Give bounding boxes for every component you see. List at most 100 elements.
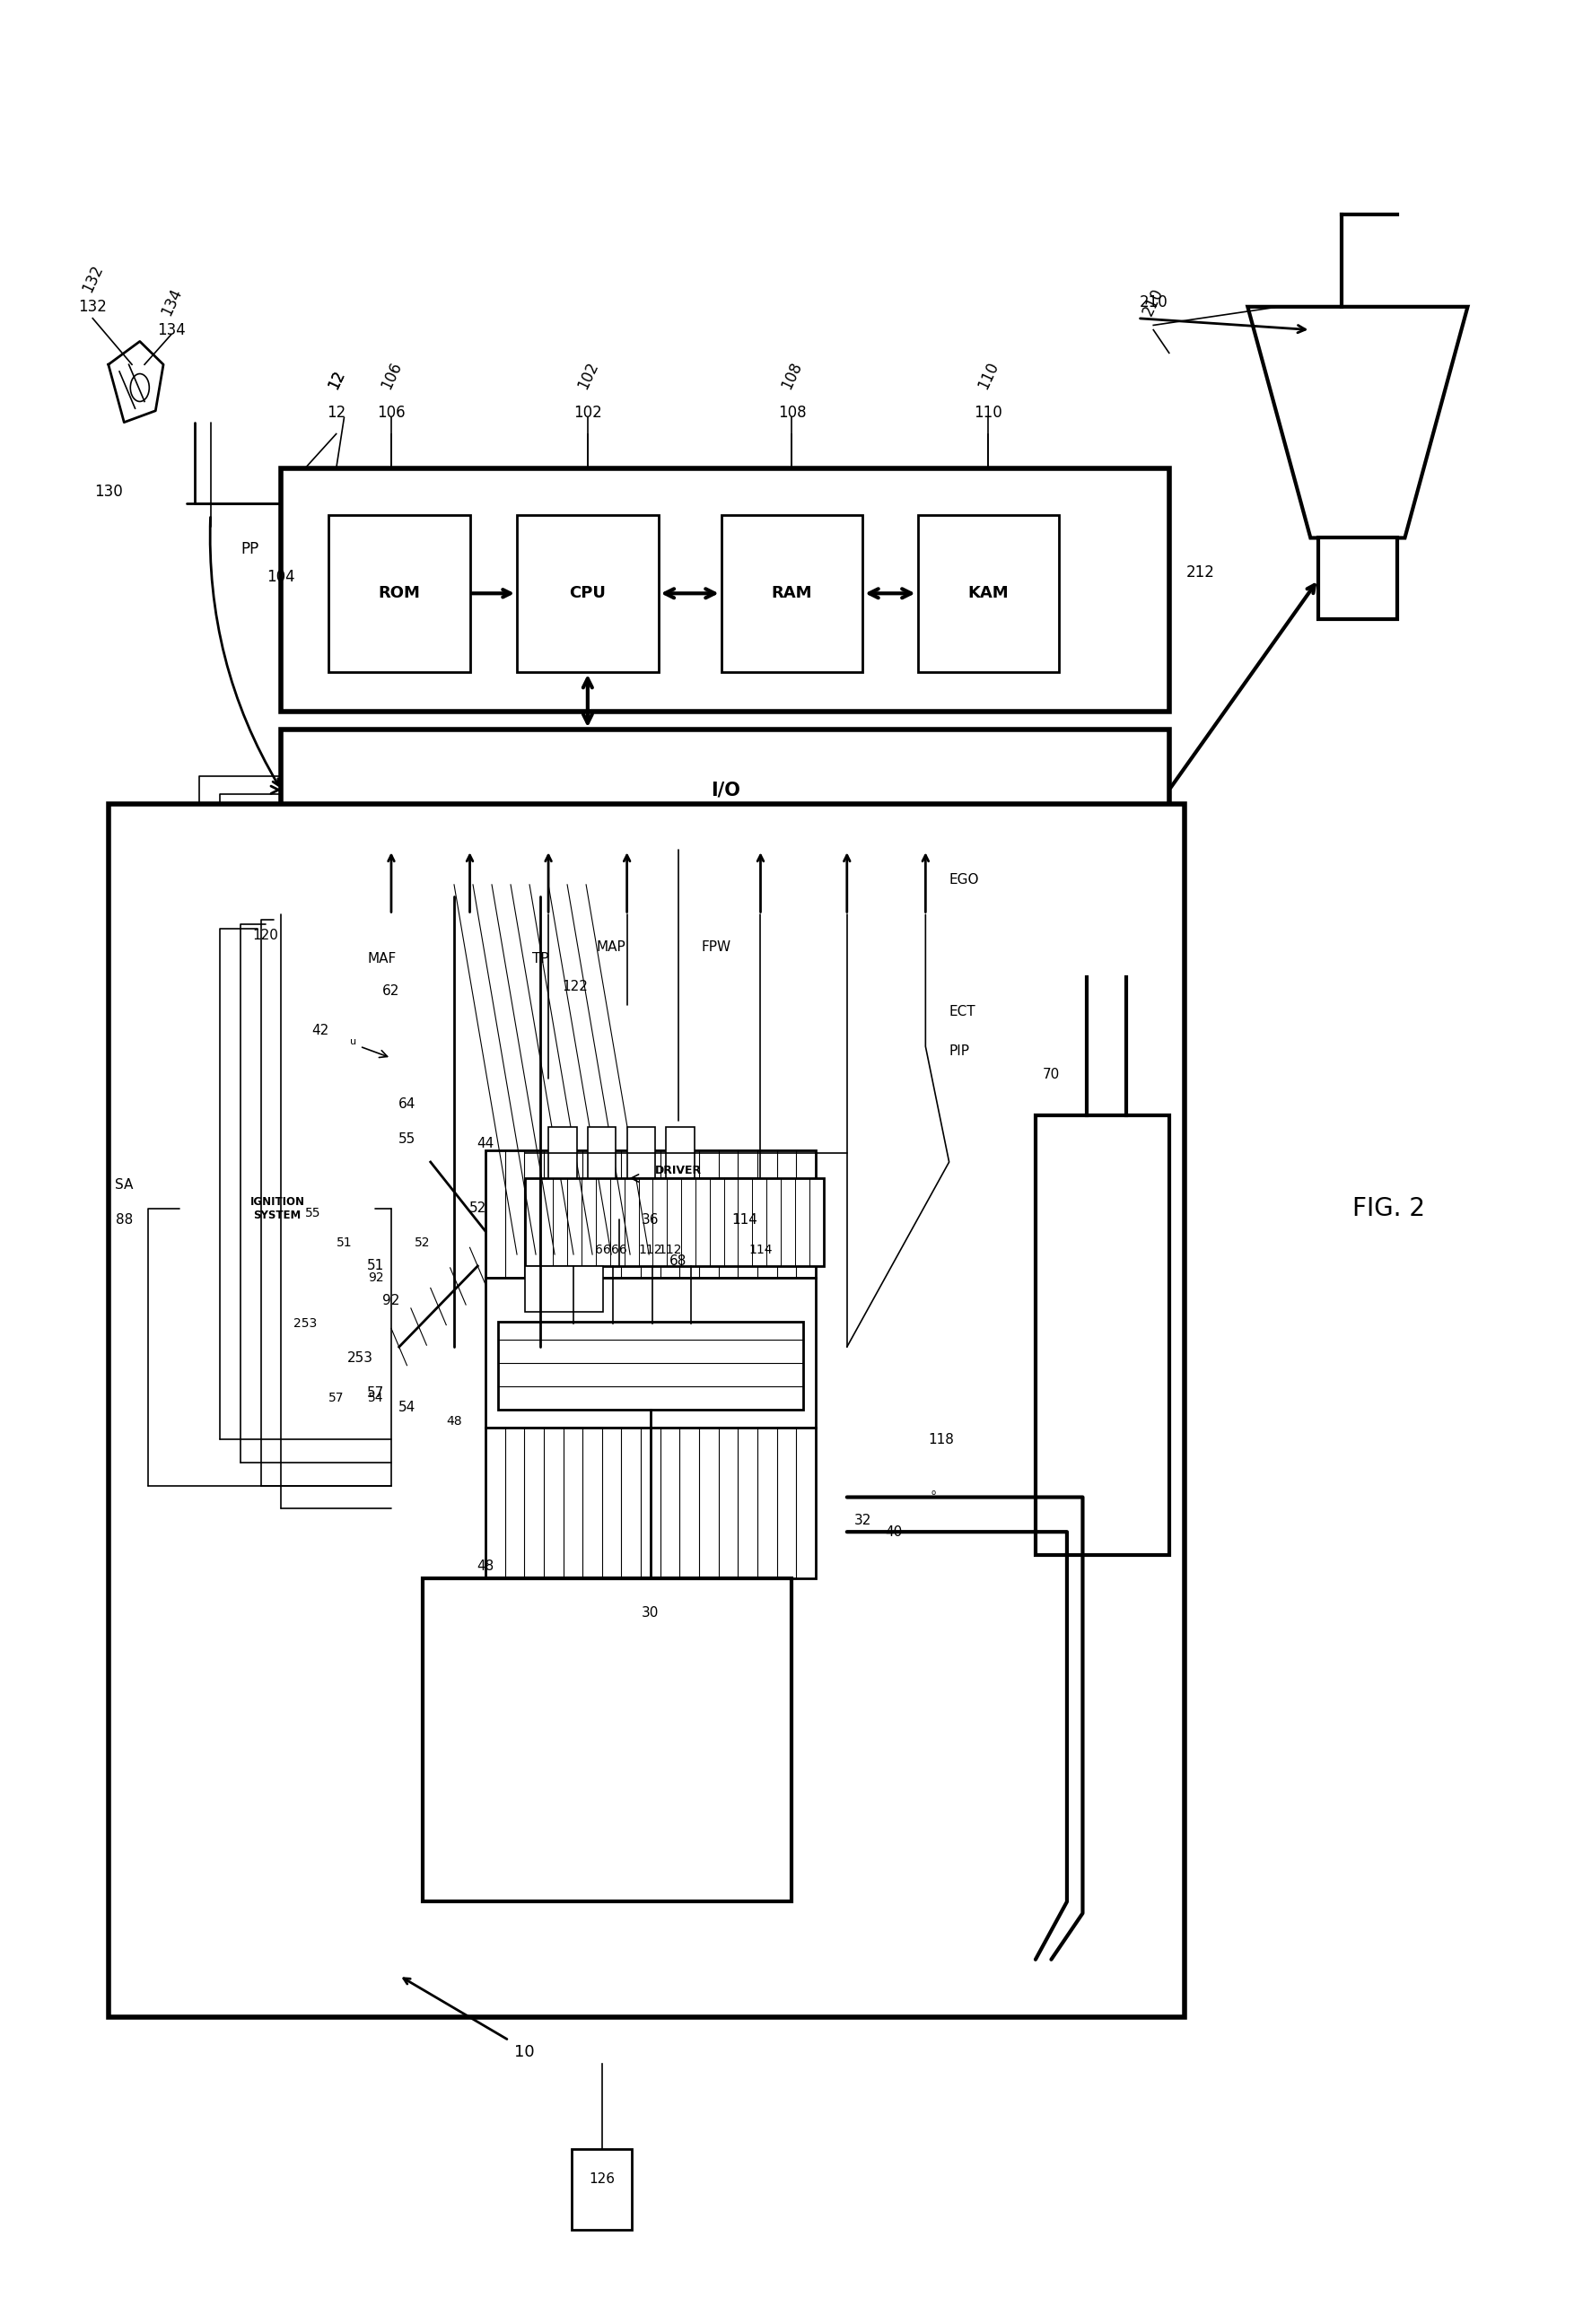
Text: 12: 12 — [325, 367, 347, 393]
Text: 36: 36 — [641, 1213, 659, 1227]
Bar — [336, 1004, 370, 1078]
Bar — [548, 1127, 576, 1178]
Text: 110: 110 — [975, 360, 1000, 393]
Text: 108: 108 — [779, 360, 804, 393]
Text: 253: 253 — [347, 1353, 372, 1364]
Text: 70: 70 — [1042, 1067, 1059, 1081]
Text: 110: 110 — [974, 404, 1002, 421]
Text: MAP: MAP — [597, 941, 625, 953]
Bar — [627, 1127, 655, 1178]
Text: I/O: I/O — [711, 781, 739, 799]
Text: 64: 64 — [397, 1097, 415, 1111]
Text: 12: 12 — [325, 367, 347, 393]
Text: 108: 108 — [777, 404, 806, 421]
Text: 52: 52 — [469, 1202, 486, 1215]
Text: 134: 134 — [158, 286, 185, 318]
Bar — [571, 2150, 632, 2231]
Text: 10: 10 — [514, 2043, 535, 2059]
Text: 92: 92 — [367, 1271, 383, 1283]
Bar — [282, 730, 1168, 851]
Text: 54: 54 — [367, 1392, 383, 1404]
Bar — [516, 516, 659, 672]
Text: 42: 42 — [312, 1023, 329, 1037]
Text: 66: 66 — [611, 1243, 627, 1255]
Text: 132: 132 — [79, 263, 106, 295]
Text: SA: SA — [116, 1178, 133, 1192]
Bar — [108, 804, 1184, 2017]
Text: ECT: ECT — [948, 1004, 975, 1018]
Bar — [1035, 1116, 1168, 1555]
Bar — [328, 516, 470, 672]
Bar — [619, 1120, 736, 1220]
Text: 32: 32 — [853, 1513, 871, 1527]
Text: 118: 118 — [928, 1432, 953, 1446]
Bar — [179, 1150, 375, 1267]
Bar — [917, 516, 1059, 672]
Text: 12: 12 — [326, 404, 345, 421]
Text: ROM: ROM — [378, 586, 419, 602]
Text: 104: 104 — [268, 569, 296, 586]
Text: CPU: CPU — [568, 586, 606, 602]
Text: 126: 126 — [589, 2173, 614, 2187]
Polygon shape — [1247, 307, 1467, 537]
Bar — [1317, 537, 1396, 618]
Text: TP: TP — [532, 953, 549, 964]
Bar — [282, 469, 1168, 711]
Text: 120: 120 — [252, 930, 279, 941]
Text: 132: 132 — [78, 300, 108, 314]
Text: 57: 57 — [328, 1392, 344, 1404]
Text: 122: 122 — [562, 981, 587, 992]
Text: 102: 102 — [575, 360, 600, 393]
Text: 66: 66 — [595, 1243, 611, 1255]
Bar — [454, 909, 540, 1348]
Text: 112: 112 — [659, 1243, 682, 1255]
Text: 114: 114 — [731, 1213, 757, 1227]
Bar — [486, 1427, 815, 1578]
Text: 62: 62 — [383, 985, 399, 997]
Bar — [595, 1004, 630, 1078]
Text: PP: PP — [241, 541, 258, 558]
Text: 112: 112 — [638, 1243, 662, 1255]
Bar — [666, 1127, 693, 1178]
Text: 55: 55 — [397, 1132, 415, 1146]
Text: MAF: MAF — [367, 953, 396, 964]
Text: 134: 134 — [157, 321, 185, 337]
Text: 106: 106 — [378, 360, 404, 393]
Bar — [486, 1150, 815, 1278]
Text: 106: 106 — [377, 404, 405, 421]
Text: 210: 210 — [1140, 286, 1167, 318]
Bar — [486, 1278, 815, 1427]
Text: IGNITION
SYSTEM: IGNITION SYSTEM — [250, 1195, 304, 1220]
Text: 92: 92 — [383, 1294, 399, 1308]
Bar — [497, 1322, 803, 1408]
Text: 54: 54 — [397, 1401, 415, 1413]
Text: RAM: RAM — [771, 586, 812, 602]
Text: 114: 114 — [749, 1243, 773, 1255]
Text: 68: 68 — [670, 1255, 687, 1269]
Bar — [587, 1127, 616, 1178]
Bar — [524, 1267, 603, 1313]
Text: 30: 30 — [641, 1606, 659, 1620]
Text: KAM: KAM — [967, 586, 1008, 602]
Text: EGO: EGO — [948, 874, 978, 888]
Text: PIP: PIP — [948, 1043, 969, 1057]
Bar — [423, 1578, 792, 1901]
Bar — [524, 1178, 823, 1267]
Text: 40: 40 — [885, 1525, 902, 1538]
Text: 210: 210 — [1138, 295, 1167, 309]
Text: 88: 88 — [116, 1213, 133, 1227]
Text: 48: 48 — [476, 1559, 494, 1573]
Text: 102: 102 — [573, 404, 602, 421]
Text: DRIVER: DRIVER — [654, 1164, 701, 1176]
Text: FPW: FPW — [701, 941, 731, 953]
Text: FIG. 2: FIG. 2 — [1352, 1195, 1425, 1220]
Bar — [720, 516, 863, 672]
Text: 130: 130 — [93, 483, 122, 500]
Text: 51: 51 — [336, 1236, 351, 1250]
Text: 57: 57 — [367, 1387, 385, 1399]
Text: u: u — [350, 1037, 356, 1046]
Text: 253: 253 — [293, 1318, 317, 1329]
Text: 55: 55 — [304, 1206, 320, 1220]
Text: 48: 48 — [446, 1415, 462, 1427]
Text: 44: 44 — [476, 1136, 494, 1150]
